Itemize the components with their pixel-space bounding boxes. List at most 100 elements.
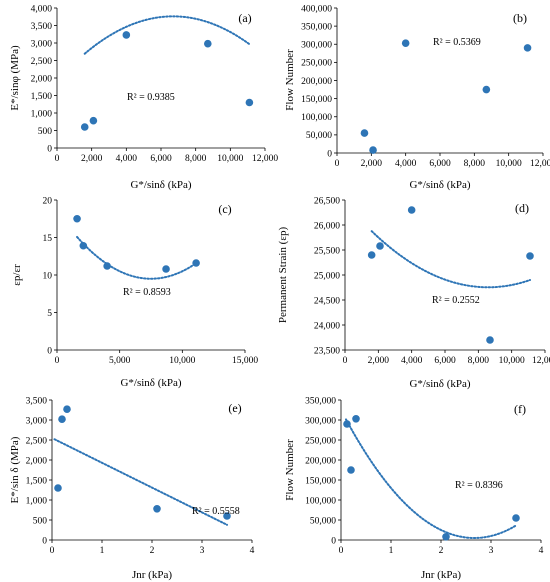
y-tick-label: 200,000 bbox=[305, 456, 336, 466]
y-tick-label: 4,000 bbox=[31, 4, 53, 14]
y-tick-label: 300,000 bbox=[301, 41, 332, 51]
panel-a: 0 2,000 4,000 6,000 8,000 10,000 12,000 0 500 1,0… bbox=[9, 4, 278, 191]
x-tick-label: 3 bbox=[200, 546, 205, 556]
y-axis-label: E*/sin δ (MPa) bbox=[9, 436, 21, 503]
x-axis-label: Jnr (kPa) bbox=[132, 569, 172, 581]
x-tick-label: 2 bbox=[150, 546, 155, 556]
data-point bbox=[512, 514, 520, 522]
y-tick-label: 500 bbox=[38, 127, 53, 137]
y-tick-label: 3,000 bbox=[26, 416, 48, 426]
x-tick-label: 8,000 bbox=[468, 356, 490, 366]
y-tick-label: 0 bbox=[331, 536, 336, 546]
y-tick-label: 10 bbox=[43, 271, 53, 281]
y-tick-label: 250,000 bbox=[305, 436, 336, 446]
r-squared-label: R² = 0.8396 bbox=[455, 480, 503, 491]
data-point bbox=[367, 251, 376, 259]
y-tick-label: 1,000 bbox=[31, 109, 53, 119]
x-tick-label: 10,000 bbox=[217, 154, 243, 164]
data-point bbox=[442, 533, 450, 541]
x-tick-label: 2,000 bbox=[81, 154, 103, 164]
y-tick-label: 300,000 bbox=[305, 416, 336, 426]
x-tick-label: 12,000 bbox=[532, 356, 550, 366]
y-axis-label: Permanent Strain (εp) bbox=[277, 227, 289, 324]
x-axis-label: G*/sinδ (kPa) bbox=[120, 377, 181, 389]
data-point bbox=[347, 466, 355, 474]
data-point bbox=[192, 259, 200, 267]
panel-letter: (b) bbox=[513, 11, 527, 25]
data-point bbox=[80, 123, 89, 131]
panel-letter: (f) bbox=[514, 402, 526, 416]
y-tick-label: 50,000 bbox=[306, 131, 332, 141]
y-tick-label: 150,000 bbox=[305, 476, 336, 486]
y-tick-label: 0 bbox=[47, 144, 52, 154]
panel-c: 0 5,000 10,000 15,000 0 5 10 15 20 G*/sinδ (kPa) ε… bbox=[11, 196, 258, 389]
data-point bbox=[162, 265, 170, 273]
x-tick-label: 0 bbox=[343, 356, 348, 366]
y-tick-label: 5 bbox=[47, 309, 52, 319]
y-tick-label: 1,500 bbox=[31, 92, 53, 102]
trend-line bbox=[53, 438, 228, 526]
y-tick-label: 1,000 bbox=[26, 496, 48, 506]
r-squared-label: R² = 0.5369 bbox=[433, 37, 481, 48]
data-point bbox=[482, 85, 491, 94]
trend-line bbox=[345, 418, 517, 540]
y-tick-label: 25,000 bbox=[314, 271, 340, 281]
y-tick-label: 26,500 bbox=[314, 196, 340, 206]
x-axis-label: G*/sinδ (kPa) bbox=[409, 179, 470, 191]
data-point bbox=[63, 405, 71, 414]
x-tick-label: 0 bbox=[50, 546, 55, 556]
x-axis-label: G*/sinδ (kPa) bbox=[409, 378, 470, 390]
y-tick-label: 250,000 bbox=[301, 59, 332, 69]
panel-e: 0 1 2 3 4 0 500 1,000 1,500 2,000 2,500 3,000 3,500 J… bbox=[9, 396, 255, 581]
x-tick-label: 5,000 bbox=[109, 356, 131, 366]
y-tick-label: 23,500 bbox=[314, 346, 340, 356]
x-tick-label: 4,000 bbox=[395, 159, 417, 169]
data-point bbox=[486, 336, 494, 344]
y-tick-label: 2,500 bbox=[26, 436, 48, 446]
data-point bbox=[89, 116, 98, 125]
r-squared-label: R² = 0.8593 bbox=[123, 287, 171, 298]
y-axis-label: E*/sinφ (MPa) bbox=[9, 45, 21, 111]
panel-b: 0 2,000 4,000 6,000 8,000 10,000 12,000 0 50,000… bbox=[284, 4, 550, 191]
y-tick-label: 2,500 bbox=[31, 57, 53, 67]
y-tick-label: 0 bbox=[327, 149, 332, 159]
r-squared-label: R² = 0.9385 bbox=[127, 92, 175, 103]
y-tick-label: 26,000 bbox=[314, 221, 340, 231]
data-point bbox=[360, 129, 369, 137]
y-tick-label: 50,000 bbox=[310, 516, 336, 526]
r-squared-label: R² = 0.5558 bbox=[192, 506, 240, 517]
x-tick-label: 1 bbox=[100, 546, 105, 556]
data-point bbox=[376, 242, 384, 250]
y-tick-label: 20 bbox=[43, 196, 53, 206]
x-axis-label: G*/sinδ (kPa) bbox=[130, 179, 191, 191]
panel-letter: (c) bbox=[218, 202, 231, 216]
y-tick-label: 100,000 bbox=[301, 113, 332, 123]
x-tick-label: 6,000 bbox=[429, 159, 451, 169]
data-point bbox=[153, 505, 161, 513]
y-tick-label: 400,000 bbox=[301, 4, 332, 14]
y-axis-label: Flow Number bbox=[284, 49, 296, 111]
y-tick-label: 150,000 bbox=[301, 95, 332, 105]
x-tick-label: 0 bbox=[335, 159, 340, 169]
data-point bbox=[407, 206, 416, 214]
data-point bbox=[401, 39, 410, 47]
data-point bbox=[73, 214, 81, 223]
data-point bbox=[526, 252, 534, 260]
x-tick-label: 6,000 bbox=[150, 154, 172, 164]
x-tick-label: 12,000 bbox=[530, 159, 550, 169]
x-tick-label: 1 bbox=[389, 546, 394, 556]
data-point bbox=[223, 512, 231, 520]
x-tick-label: 4,000 bbox=[401, 356, 423, 366]
x-tick-label: 10,000 bbox=[496, 159, 522, 169]
x-tick-label: 6,000 bbox=[434, 356, 456, 366]
x-tick-label: 15,000 bbox=[232, 356, 258, 366]
y-tick-label: 500 bbox=[33, 516, 48, 526]
x-tick-label: 2 bbox=[439, 546, 444, 556]
data-point bbox=[122, 31, 131, 39]
data-point bbox=[343, 420, 351, 428]
trend-line bbox=[370, 230, 531, 289]
y-axis-label: εp/εr bbox=[11, 264, 23, 286]
x-tick-label: 8,000 bbox=[464, 159, 486, 169]
x-tick-label: 0 bbox=[339, 546, 344, 556]
